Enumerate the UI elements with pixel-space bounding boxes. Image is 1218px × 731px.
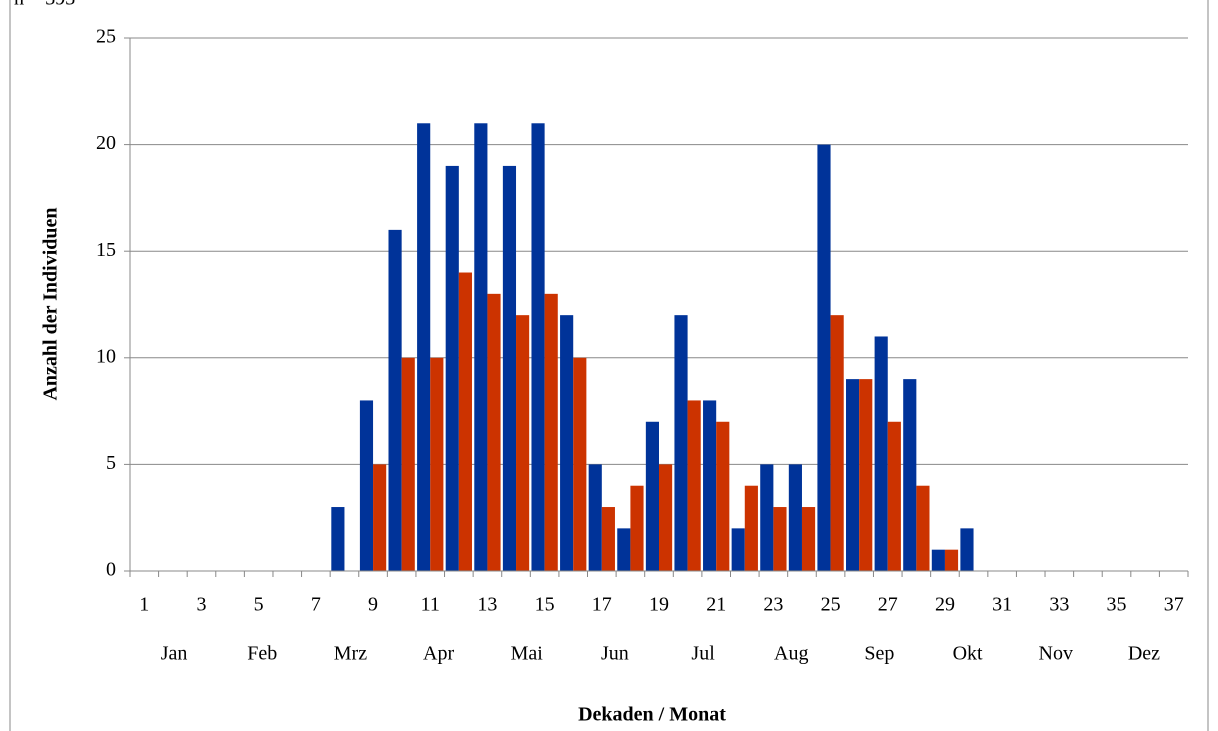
- bar: [630, 485, 644, 571]
- bar: [401, 357, 415, 571]
- x-tick-label: 31: [992, 594, 1012, 616]
- x-tick-label: 5: [254, 594, 264, 616]
- bar: [944, 549, 959, 571]
- y-tick-label: 20: [96, 132, 116, 154]
- x-tick-label: 37: [1164, 594, 1184, 616]
- bar: [544, 293, 558, 571]
- month-label: Okt: [953, 643, 983, 665]
- x-tick-label: 11: [421, 594, 440, 616]
- x-tick-label: 21: [706, 594, 726, 616]
- month-label: Jul: [691, 643, 715, 665]
- bar: [516, 315, 530, 571]
- bar: [445, 165, 459, 572]
- bar: [703, 400, 717, 571]
- month-label: Mrz: [334, 643, 367, 665]
- y-axis-label: Anzahl der Individuen: [40, 207, 62, 400]
- bar: [830, 315, 844, 571]
- x-tick-label: 9: [368, 594, 378, 616]
- x-tick-label: 3: [196, 594, 206, 616]
- bar: [487, 293, 501, 571]
- bar: [388, 229, 402, 571]
- month-label: Jan: [161, 643, 188, 665]
- x-tick-label: 15: [535, 594, 555, 616]
- bar: [773, 507, 787, 571]
- bar: [359, 400, 374, 571]
- bar: [331, 507, 345, 571]
- bar: [744, 485, 758, 571]
- bar: [731, 528, 745, 571]
- bar: [458, 272, 472, 571]
- y-tick-label: 5: [106, 452, 116, 474]
- bar: [645, 421, 659, 571]
- bar: [659, 464, 673, 571]
- bar: [531, 123, 545, 571]
- bar: [960, 528, 974, 571]
- bar: [846, 379, 860, 571]
- bar: [874, 336, 888, 571]
- bar: [502, 165, 517, 572]
- x-tick-label: 23: [763, 594, 783, 616]
- y-tick-label: 10: [96, 345, 116, 367]
- month-label: Dez: [1128, 643, 1160, 665]
- x-tick-label: 19: [649, 594, 669, 616]
- x-tick-label: 35: [1107, 594, 1127, 616]
- y-tick-label: 15: [96, 239, 116, 261]
- x-tick-label: 1: [139, 594, 149, 616]
- bar: [373, 464, 387, 571]
- x-tick-label: 29: [935, 594, 955, 616]
- month-label: Nov: [1039, 643, 1073, 665]
- y-tick-label: 0: [106, 559, 116, 581]
- bar: [601, 507, 615, 571]
- bar: [474, 123, 488, 571]
- y-tick-label: 25: [96, 26, 116, 48]
- chart-frame: [9, 0, 1209, 731]
- month-label: Aug: [774, 643, 808, 665]
- bar: [801, 507, 816, 571]
- x-tick-label: 17: [592, 594, 612, 616]
- month-label: Jun: [601, 643, 629, 665]
- bar: [687, 400, 701, 571]
- bar: [916, 485, 930, 571]
- month-label: Mai: [511, 643, 544, 665]
- x-tick-label: 7: [311, 594, 321, 616]
- bar: [573, 357, 587, 571]
- x-tick-label: 13: [477, 594, 497, 616]
- bar: [674, 315, 688, 571]
- bar: [817, 144, 831, 571]
- bar: [788, 464, 802, 571]
- month-label: Apr: [423, 643, 454, 665]
- bar: [931, 549, 945, 571]
- x-tick-label: 33: [1049, 594, 1069, 616]
- bar: [417, 123, 431, 571]
- x-axis-label: Dekaden / Monat: [578, 704, 726, 726]
- chart-subtitle: n = 393: [14, 0, 75, 10]
- month-label: Sep: [864, 643, 894, 665]
- bar: [617, 528, 631, 571]
- bar: [859, 379, 873, 571]
- bar: [887, 421, 901, 571]
- bar: [903, 379, 917, 571]
- bar: [588, 464, 602, 571]
- bar: [760, 464, 774, 571]
- x-tick-label: 27: [878, 594, 898, 616]
- x-tick-label: 25: [821, 594, 841, 616]
- bar: [560, 315, 574, 571]
- bar: [430, 357, 444, 571]
- month-label: Feb: [247, 643, 277, 665]
- bar: [716, 421, 730, 571]
